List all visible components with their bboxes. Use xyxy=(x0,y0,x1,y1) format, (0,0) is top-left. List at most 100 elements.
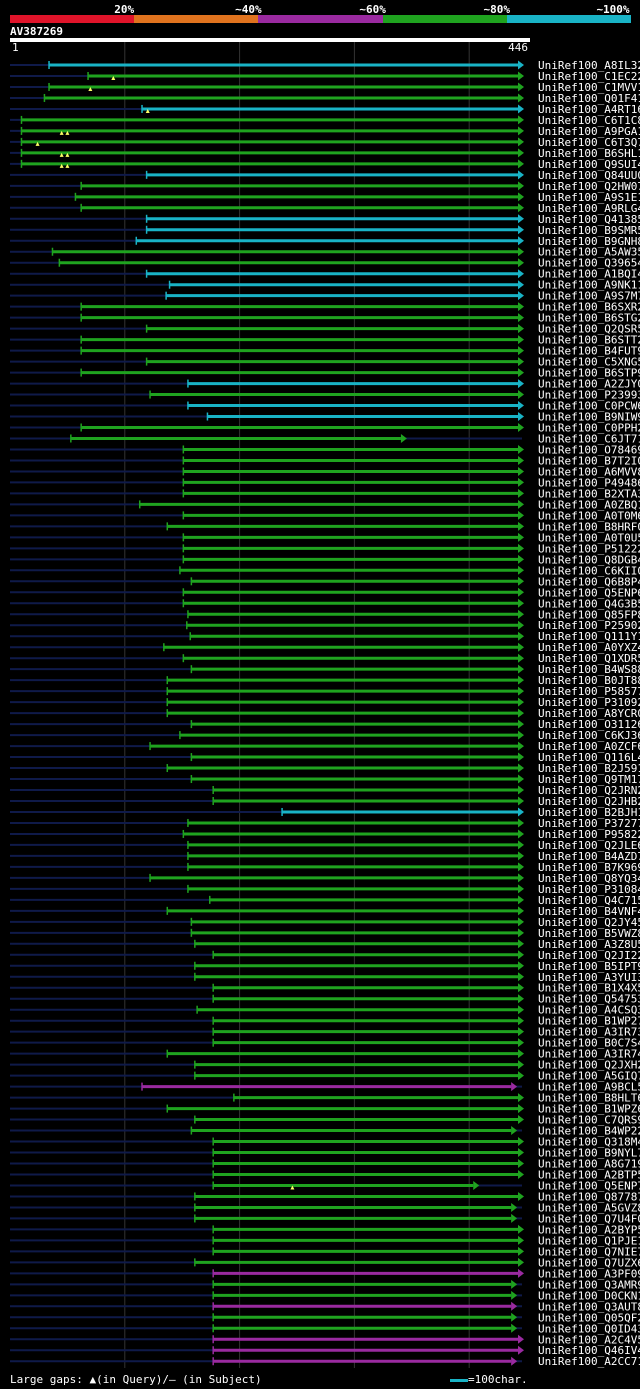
hit-arrow xyxy=(518,906,524,916)
query-gap-marker xyxy=(35,141,40,146)
hit-name: UniRef100_B4WP22 xyxy=(538,1125,640,1138)
hit-arrow xyxy=(518,390,524,400)
hit-name: UniRef100_Q39654 xyxy=(538,257,640,270)
hit-arrow xyxy=(518,1071,524,1081)
hit-arrow xyxy=(518,708,524,718)
hit-arrow xyxy=(511,1202,518,1212)
hit-name: UniRef100_Q116L4 xyxy=(538,751,640,764)
hit-name: UniRef100_Q5ENP6 xyxy=(538,586,640,599)
scale-label: =100char. xyxy=(468,1373,528,1386)
hit-arrow xyxy=(518,763,524,773)
hit-arrow xyxy=(511,1082,518,1092)
hit-name: UniRef100_O31126 xyxy=(538,718,640,731)
hit-arrow xyxy=(518,477,524,487)
hit-arrow xyxy=(518,499,524,509)
hit-name: UniRef100_A9PGA1 xyxy=(538,125,640,138)
hit-arrow xyxy=(518,455,524,465)
hit-name: UniRef100_Q2JI22 xyxy=(538,949,640,962)
hit-arrow xyxy=(518,1191,524,1201)
legend-label-1: 20% xyxy=(114,3,135,16)
hit-arrow xyxy=(518,236,524,246)
hit-arrow xyxy=(511,1312,518,1322)
hit-name: UniRef100_Q2JLE6 xyxy=(538,839,640,852)
hit-name: UniRef100_A9BCL5 xyxy=(538,1081,640,1094)
hit-arrow xyxy=(518,554,524,564)
hit-arrow xyxy=(518,466,524,476)
hit-name: UniRef100_A2BTP5 xyxy=(538,1168,640,1181)
hit-arrow xyxy=(518,939,524,949)
hit-name: UniRef100_A0ZBQ1 xyxy=(538,498,640,511)
hit-arrow xyxy=(518,1115,524,1125)
hit-arrow xyxy=(518,1060,524,1070)
hit-arrow xyxy=(518,170,524,180)
hit-name: UniRef100_B1WP27 xyxy=(538,1015,640,1028)
hit-arrow xyxy=(518,93,524,103)
hit-arrow xyxy=(518,192,524,202)
hit-name: UniRef100_B0JT88 xyxy=(538,674,640,687)
hit-name: UniRef100_C6KII0 xyxy=(538,564,640,577)
hit-name: UniRef100_A9S7M7 xyxy=(538,290,640,303)
hit-arrow xyxy=(518,873,524,883)
hit-arrow xyxy=(518,82,524,92)
hit-name: UniRef100_A0T0M6 xyxy=(538,509,640,522)
hit-name: UniRef100_C0PPH2 xyxy=(538,422,640,435)
query-gap-marker xyxy=(59,163,64,168)
hit-name: UniRef100_Q1XDR5 xyxy=(538,652,640,665)
hit-arrow xyxy=(518,159,524,169)
hit-arrow xyxy=(518,598,524,608)
hit-name: UniRef100_B4WS88 xyxy=(538,663,640,676)
hit-name: UniRef100_B4AZD7 xyxy=(538,850,640,863)
hit-arrow xyxy=(518,269,524,279)
hit-arrow xyxy=(518,444,524,454)
hit-arrow xyxy=(518,675,524,685)
hit-name: UniRef100_B8HLT6 xyxy=(538,1092,640,1105)
legend-color-1 xyxy=(10,15,135,23)
hit-name: UniRef100_A2C4V5 xyxy=(538,1333,640,1346)
hit-arrow xyxy=(518,335,524,345)
hit-arrow xyxy=(518,697,524,707)
hit-name: UniRef100_A1BQI4 xyxy=(538,268,640,281)
hit-arrow xyxy=(518,71,524,81)
hit-arrow xyxy=(518,181,524,191)
hit-arrow xyxy=(518,785,524,795)
hit-name: UniRef100_B4FUT9 xyxy=(538,345,640,358)
hit-name: UniRef100_B2XTA3 xyxy=(538,487,640,500)
hit-arrow xyxy=(518,642,524,652)
hit-name: UniRef100_P51222 xyxy=(538,542,640,555)
hit-name: UniRef100_B2J591 xyxy=(538,762,640,775)
hit-arrow xyxy=(511,1290,518,1300)
hit-arrow xyxy=(518,1159,524,1168)
hit-arrow xyxy=(518,291,524,301)
query-name: AV387269 xyxy=(10,25,63,38)
hit-name: UniRef100_C6T3Q7 xyxy=(538,136,640,149)
hit-arrow xyxy=(473,1180,480,1190)
legend-label-5: ~100% xyxy=(596,3,630,16)
hit-name: UniRef100_Q7UZX6 xyxy=(538,1256,640,1269)
hit-name: UniRef100_A3Z8U5 xyxy=(538,938,640,951)
hit-name: UniRef100_A2CC71 xyxy=(538,1355,640,1368)
hit-arrow xyxy=(518,796,524,806)
hit-arrow xyxy=(518,719,524,729)
hit-name: UniRef100_A8G719 xyxy=(538,1158,640,1171)
hit-name: UniRef100_A8YCR0 xyxy=(538,707,640,720)
query-gap-marker xyxy=(59,130,64,135)
hit-arrow xyxy=(518,280,524,290)
hit-name: UniRef100_B6STG2 xyxy=(538,312,640,325)
hit-arrow xyxy=(518,1345,524,1355)
hit-name: UniRef100_B9NYL7 xyxy=(538,1147,640,1160)
hit-name: UniRef100_B9GNH8 xyxy=(538,235,640,248)
legend-label-2: ~40% xyxy=(235,3,262,16)
hit-arrow xyxy=(518,302,524,312)
hit-name: UniRef100_B6STP9 xyxy=(538,367,640,380)
query-ruler: 1 446 xyxy=(10,38,530,54)
hit-name: UniRef100_B0C7S4 xyxy=(538,1037,640,1050)
hit-arrow xyxy=(518,1093,524,1103)
hit-arrow xyxy=(518,653,524,663)
hit-arrow xyxy=(400,433,407,443)
hit-name: UniRef100_P31092 xyxy=(538,696,640,709)
hit-arrow xyxy=(518,203,524,213)
hit-name: UniRef100_Q2JRN2 xyxy=(538,784,640,797)
legend-label-4: ~80% xyxy=(483,3,511,16)
hit-name: UniRef100_A9RLG4 xyxy=(538,202,640,215)
hit-arrow xyxy=(518,313,524,323)
